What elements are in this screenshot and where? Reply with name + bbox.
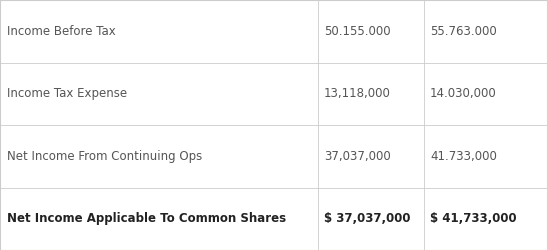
- Text: 14.030,000: 14.030,000: [430, 87, 497, 100]
- Text: 55.763.000: 55.763.000: [430, 25, 497, 38]
- Text: Net Income From Continuing Ops: Net Income From Continuing Ops: [7, 150, 202, 163]
- Text: 37,037,000: 37,037,000: [324, 150, 391, 163]
- Text: Income Before Tax: Income Before Tax: [7, 25, 115, 38]
- Text: 13,118,000: 13,118,000: [324, 87, 391, 100]
- Text: $ 37,037,000: $ 37,037,000: [324, 212, 410, 225]
- Text: Income Tax Expense: Income Tax Expense: [7, 87, 127, 100]
- Text: $ 41,733,000: $ 41,733,000: [430, 212, 516, 225]
- Text: 41.733,000: 41.733,000: [430, 150, 497, 163]
- Text: 50.155.000: 50.155.000: [324, 25, 391, 38]
- Text: Net Income Applicable To Common Shares: Net Income Applicable To Common Shares: [7, 212, 286, 225]
